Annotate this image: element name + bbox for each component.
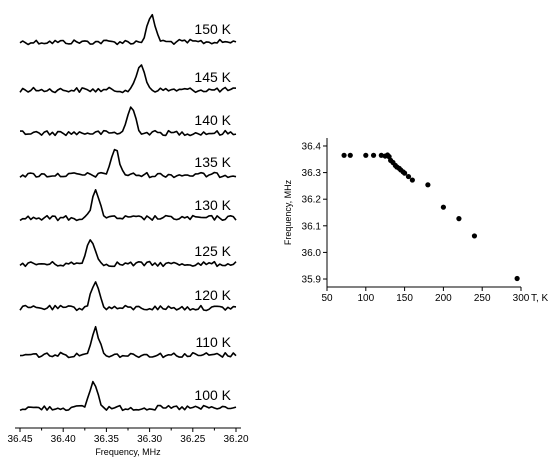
y-tick-label: 36.2 bbox=[302, 195, 322, 206]
data-point bbox=[378, 152, 384, 158]
data-point bbox=[456, 216, 462, 222]
data-point bbox=[402, 170, 408, 176]
y-tick-label: 36.3 bbox=[302, 168, 322, 179]
x-tick-label: 300 bbox=[513, 293, 530, 304]
x-tick-label: 36.25 bbox=[180, 434, 205, 445]
spectrum-trace bbox=[19, 148, 237, 179]
x-tick-label: 200 bbox=[435, 293, 452, 304]
data-point bbox=[347, 152, 353, 158]
x-tick-label: 36.40 bbox=[51, 434, 76, 445]
spectrum-label: 120 K bbox=[194, 287, 231, 303]
spectrum-label: 125 K bbox=[194, 243, 231, 259]
data-point bbox=[471, 233, 478, 239]
spectrum-label: 100 K bbox=[194, 387, 231, 403]
x-tick-label: 36.45 bbox=[7, 434, 32, 445]
x-tick-label: 100 bbox=[357, 293, 374, 304]
y-tick-label: 36.4 bbox=[302, 141, 322, 152]
x-tick-label: 36.35 bbox=[94, 434, 119, 445]
x-tick-label: 150 bbox=[396, 293, 413, 304]
y-axis-title: Frequency, MHz bbox=[283, 179, 293, 245]
spectrum-trace bbox=[19, 64, 237, 94]
x-axis-title: Frequency, MHz bbox=[95, 447, 161, 457]
data-point bbox=[440, 204, 446, 210]
data-point bbox=[405, 173, 412, 180]
y-tick-label: 36.1 bbox=[302, 221, 322, 232]
y-tick-label: 35.9 bbox=[302, 275, 322, 286]
data-point bbox=[409, 177, 415, 183]
spectrum-trace bbox=[19, 281, 237, 312]
spectrum-label: 150 K bbox=[194, 21, 231, 37]
data-point bbox=[363, 152, 369, 158]
y-tick-label: 36.0 bbox=[302, 248, 322, 259]
data-point bbox=[341, 152, 347, 158]
spectrum-label: 140 K bbox=[194, 112, 231, 128]
spectrum-trace bbox=[19, 239, 237, 268]
spectrum-label: 135 K bbox=[194, 154, 231, 170]
spectrum-trace bbox=[19, 325, 237, 359]
spectrum-trace bbox=[19, 189, 237, 222]
data-point bbox=[370, 152, 377, 158]
nmr-spectra-panel: 150 K 145 K 140 K 135 K 130 K 125 K 120 K 110 K… bbox=[7, 13, 249, 457]
x-tick-label: 36.20 bbox=[223, 434, 248, 445]
spectrum-trace bbox=[19, 380, 237, 412]
spectrum-label: 130 K bbox=[194, 197, 231, 213]
data-point bbox=[425, 182, 431, 188]
x-tick-label: 250 bbox=[474, 293, 491, 304]
x-axis-title: T, K bbox=[531, 293, 549, 304]
spectrum-trace bbox=[20, 106, 237, 137]
spectrum-trace bbox=[19, 13, 237, 46]
x-tick-label: 50 bbox=[321, 293, 333, 304]
spectrum-label: 145 K bbox=[194, 69, 231, 85]
spectrum-label: 110 K bbox=[195, 334, 231, 350]
data-point bbox=[514, 275, 520, 282]
x-tick-label: 36.30 bbox=[137, 434, 162, 445]
frequency-vs-temperature-panel: 35.9 36.0 36.1 36.2 36.3 36.4 50 100 150 200 250 30… bbox=[283, 138, 549, 304]
